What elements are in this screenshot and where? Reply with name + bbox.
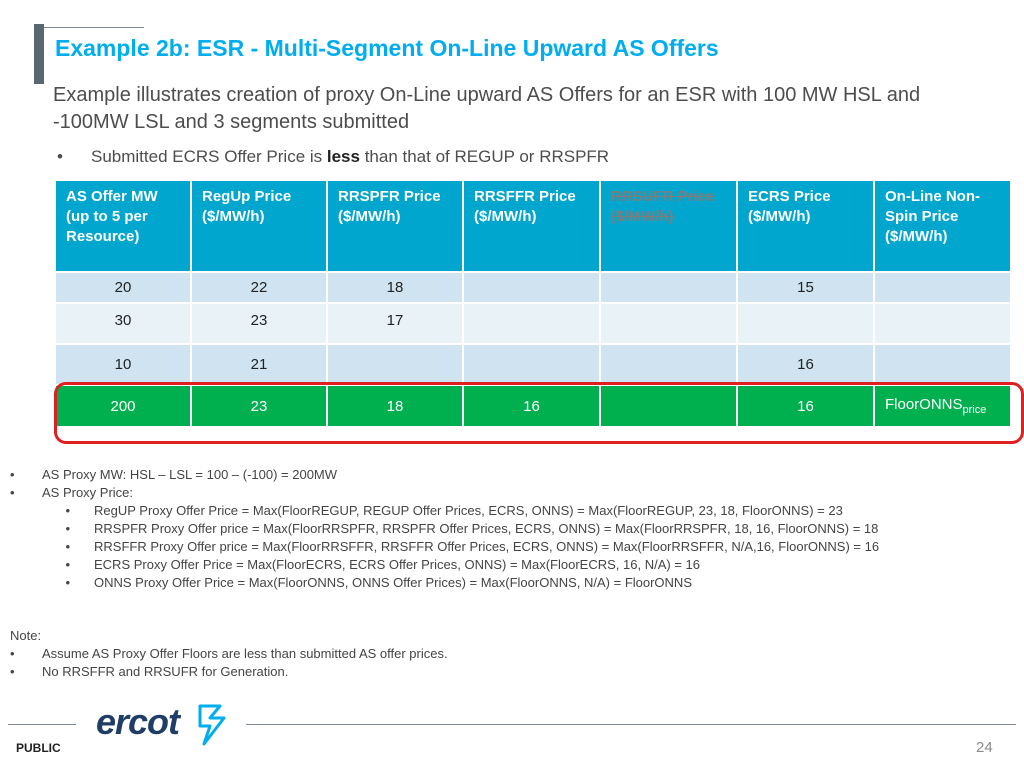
ercot-bolt-icon	[198, 704, 226, 746]
col-header-onns: On-Line Non-Spin Price ($/MW/h)	[873, 179, 1012, 273]
proxy-onns-cell: FloorONNSprice	[873, 384, 1012, 428]
table-cell: 16	[736, 343, 875, 386]
floor-onns-subscript: price	[962, 404, 987, 416]
footer-rule-left	[8, 724, 76, 725]
table-cell: 18	[326, 271, 464, 304]
proxy-mw-cell: 200	[54, 384, 192, 428]
table-cell	[462, 302, 601, 345]
table-row: 30 23 17	[54, 302, 1012, 345]
as-offers-table: AS Offer MW (up to 5 per Resource) RegUp…	[54, 179, 1012, 428]
proxy-row-highlight	[54, 382, 1024, 444]
table-cell	[462, 343, 601, 386]
slide-subtitle: Example illustrates creation of proxy On…	[53, 84, 921, 133]
table-cell: 20	[54, 271, 192, 304]
table-cell	[873, 343, 1012, 386]
table-cell: 22	[190, 271, 328, 304]
table-cell	[873, 302, 1012, 345]
list-item: • AS Proxy MW: HSL – LSL = 100 – (-100) =…	[10, 467, 338, 482]
classification-label: PUBLIC	[16, 741, 61, 755]
table-cell: 10	[54, 343, 192, 386]
ercot-logo-text: ercot	[96, 701, 182, 742]
ercot-logo: ercot	[96, 701, 226, 746]
list-item: • ONNS Proxy Offer Price = Max(FloorONNS,…	[65, 575, 692, 590]
footer-rule-right	[246, 724, 1016, 725]
table-cell	[736, 302, 875, 345]
slide-bullet: • Submitted ECRS Offer Price is less than…	[57, 147, 609, 167]
list-item: • AS Proxy Price:	[10, 485, 134, 500]
title-accent-rule	[44, 27, 144, 28]
table-cell: 21	[190, 343, 328, 386]
col-header-rrspfr: RRSPFR Price ($/MW/h)	[326, 179, 464, 273]
list-item: • RRSFFR Proxy Offer price = Max(FloorRRS…	[65, 539, 880, 554]
table-cell: 23	[190, 302, 328, 345]
col-header-regup: RegUp Price ($/MW/h)	[190, 179, 328, 273]
table-header-row: AS Offer MW (up to 5 per Resource) RegUp…	[54, 179, 1012, 273]
list-item: • RegUP Proxy Offer Price = Max(FloorREGU…	[65, 503, 843, 518]
proxy-rrsffr-cell: 16	[462, 384, 601, 428]
table-cell	[326, 343, 464, 386]
proxy-regup-cell: 23	[190, 384, 328, 428]
proxy-ecrs-cell: 16	[736, 384, 875, 428]
table-cell	[599, 302, 738, 345]
proxy-rrsufr-cell	[599, 384, 738, 428]
col-header-as-offer-mw: AS Offer MW (up to 5 per Resource)	[54, 179, 192, 273]
table-cell	[462, 271, 601, 304]
list-item: • No RRSFFR and RRSUFR for Generation.	[10, 664, 289, 679]
table-cell: 15	[736, 271, 875, 304]
table-row: 10 21 16	[54, 343, 1012, 386]
table-cell	[873, 271, 1012, 304]
list-item: • Assume AS Proxy Offer Floors are less t…	[10, 646, 448, 661]
bullet-bold: less	[326, 147, 360, 166]
table-cell	[599, 271, 738, 304]
note-section: Note: • Assume AS Proxy Offer Floors are …	[10, 627, 448, 681]
col-header-rrsffr: RRSFFR Price ($/MW/h)	[462, 179, 601, 273]
page-number: 24	[976, 739, 993, 756]
title-accent-bar	[34, 24, 44, 84]
proxy-offer-row: 200 23 18 16 16 FloorONNSprice	[54, 384, 1012, 428]
table-cell: 17	[326, 302, 464, 345]
slide-title: Example 2b: ESR - Multi-Segment On-Line …	[55, 35, 719, 61]
list-item: • ECRS Proxy Offer Price = Max(FloorECRS,…	[65, 557, 700, 572]
col-header-ecrs: ECRS Price ($/MW/h)	[736, 179, 875, 273]
proxy-rrspfr-cell: 18	[326, 384, 464, 428]
table-row: 20 22 18 15	[54, 271, 1012, 304]
bullet-prefix: Submitted ECRS Offer Price is	[91, 147, 327, 166]
floor-onns-text: FloorONNS	[885, 396, 963, 413]
bullet-suffix: than that of REGUP or RRSPFR	[359, 147, 610, 166]
list-item: • RRSPFR Proxy Offer price = Max(FloorRRS…	[65, 521, 879, 536]
calculation-list: • AS Proxy MW: HSL – LSL = 100 – (-100) =…	[10, 466, 879, 592]
table-cell: 30	[54, 302, 192, 345]
note-label: Note:	[10, 628, 42, 643]
table-cell	[599, 343, 738, 386]
bullet-dot: •	[57, 147, 63, 166]
col-header-rrsufr: RRSUFR Price ($/MW/h)	[599, 179, 738, 273]
